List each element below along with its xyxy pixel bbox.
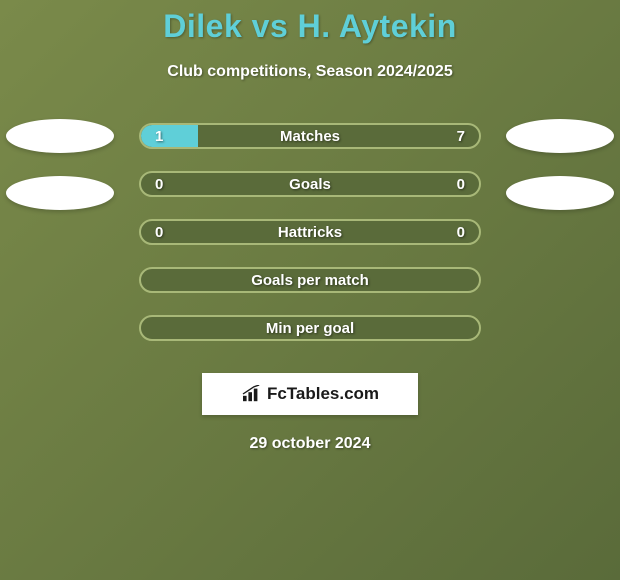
stat-row: Goals per match [0, 267, 620, 293]
stat-label: Goals per match [251, 272, 369, 289]
stat-value-right: 0 [457, 224, 465, 241]
stat-value-left: 0 [155, 224, 163, 241]
logo-box[interactable]: FcTables.com [202, 373, 418, 415]
stat-value-left: 0 [155, 176, 163, 193]
player-badge-left [6, 176, 114, 210]
player-badge-right [506, 119, 614, 153]
date-text: 29 october 2024 [0, 435, 620, 453]
stat-bar: 0 Hattricks 0 [139, 219, 481, 245]
stats-container: 1 Matches 7 0 Goals 0 0 Hattricks 0 Goals per mat… [0, 123, 620, 341]
stat-row: 0 Goals 0 [0, 171, 620, 197]
stat-value-right: 7 [457, 128, 465, 145]
stat-bar: Goals per match [139, 267, 481, 293]
player-badge-right [506, 176, 614, 210]
page-title: Dilek vs H. Aytekin [0, 8, 620, 45]
stat-row: Min per goal [0, 315, 620, 341]
stat-bar: 0 Goals 0 [139, 171, 481, 197]
logo-text: FcTables.com [267, 384, 379, 404]
stat-bar: Min per goal [139, 315, 481, 341]
stat-bar: 1 Matches 7 [139, 123, 481, 149]
stat-row: 1 Matches 7 [0, 123, 620, 149]
stat-label: Matches [280, 128, 340, 145]
stat-value-left: 1 [155, 128, 163, 145]
stat-value-right: 0 [457, 176, 465, 193]
subtitle: Club competitions, Season 2024/2025 [0, 63, 620, 81]
stat-row: 0 Hattricks 0 [0, 219, 620, 245]
stat-label: Hattricks [278, 224, 342, 241]
comparison-widget: Dilek vs H. Aytekin Club competitions, S… [0, 0, 620, 453]
chart-icon [241, 385, 263, 403]
stat-label: Goals [289, 176, 331, 193]
stat-label: Min per goal [266, 320, 354, 337]
stat-bar-fill [141, 125, 198, 147]
player-badge-left [6, 119, 114, 153]
